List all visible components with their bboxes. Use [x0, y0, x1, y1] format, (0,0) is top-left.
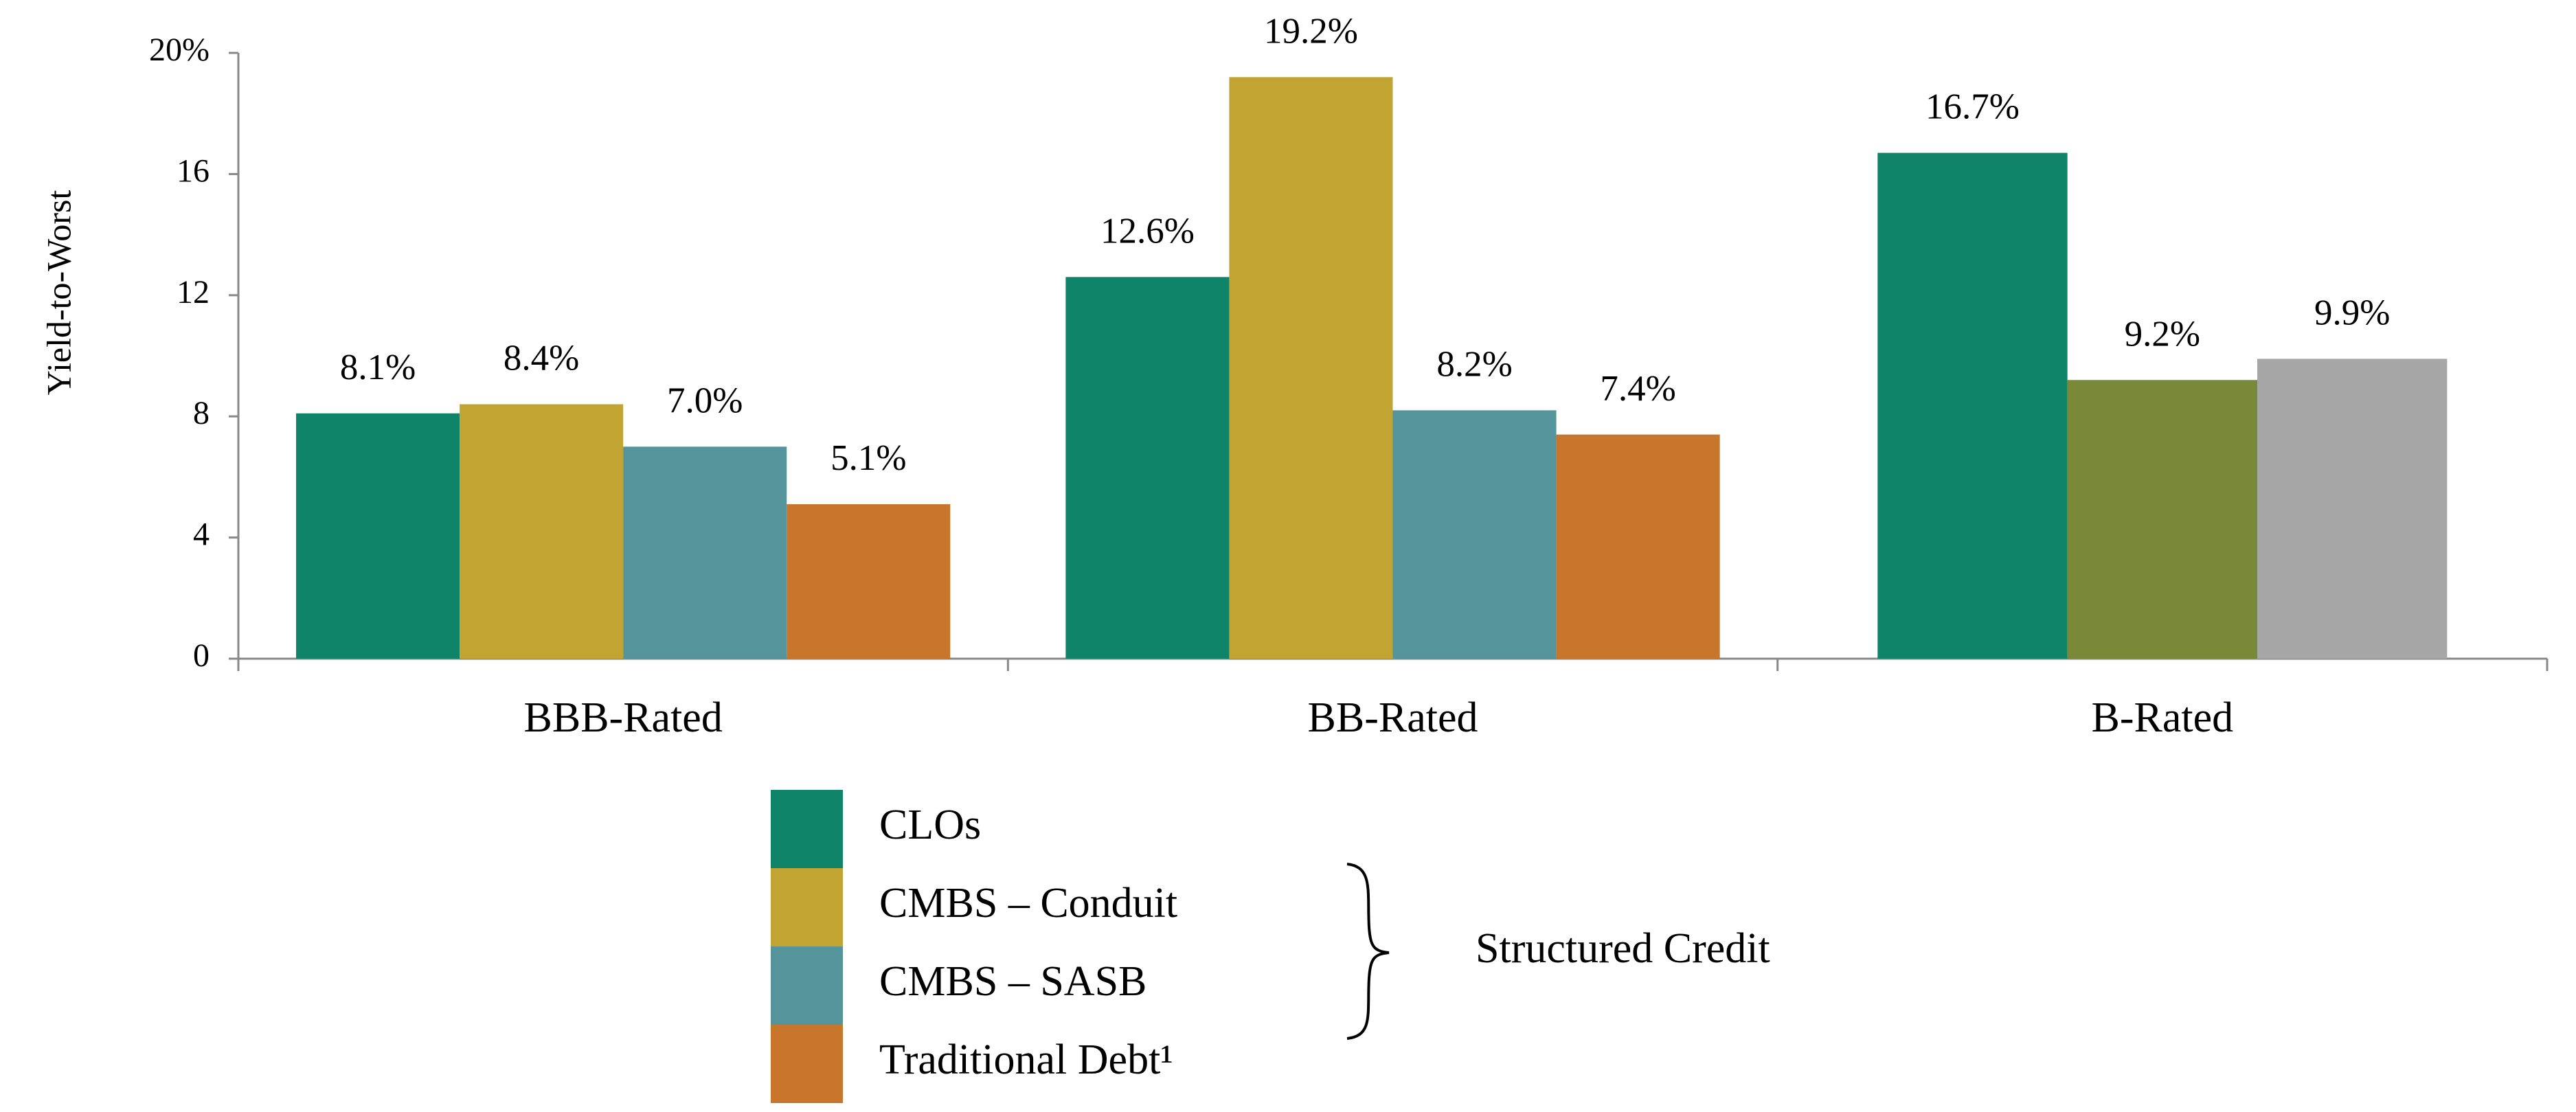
data-label: 8.4%: [504, 339, 579, 378]
y-tick-label: 4: [193, 517, 210, 553]
bar: [1229, 77, 1393, 659]
legend-label: CMBS – Conduit: [879, 880, 1177, 927]
data-label: 7.0%: [667, 381, 743, 420]
x-tick-label: BB-Rated: [1308, 694, 1478, 741]
data-label: 8.1%: [340, 348, 416, 387]
legend-swatch: [771, 868, 843, 946]
y-tick-label: 16: [177, 152, 210, 189]
legend-label: CMBS – SASB: [879, 958, 1146, 1005]
bar: [787, 504, 951, 659]
bar: [1556, 434, 1720, 659]
legend-swatch: [771, 946, 843, 1025]
bar: [1065, 277, 1230, 659]
data-label: 7.4%: [1600, 369, 1675, 409]
y-axis-label: Yield-to-Worst: [39, 190, 78, 396]
y-tick-label: 12: [177, 274, 210, 310]
legend-label: CLOs: [879, 802, 981, 848]
data-label: 12.6%: [1100, 211, 1195, 251]
data-label: 16.7%: [1925, 87, 2020, 127]
bar: [2067, 380, 2258, 659]
data-label: 9.2%: [2125, 314, 2200, 354]
y-tick-label: 20%: [149, 32, 210, 68]
legend-swatch: [771, 790, 843, 868]
bar: [460, 404, 624, 659]
x-tick-label: B-Rated: [2092, 694, 2234, 741]
data-label: 9.9%: [2314, 293, 2390, 333]
bar: [1877, 152, 2068, 659]
legend-swatch: [771, 1025, 843, 1103]
bar: [623, 446, 787, 659]
legend-group-label: Structured Credit: [1476, 925, 1770, 972]
legend-label: Traditional Debt¹: [879, 1036, 1173, 1083]
data-label: 5.1%: [831, 438, 906, 478]
y-tick-label: 0: [193, 637, 210, 674]
data-label: 8.2%: [1436, 345, 1512, 385]
data-label: 19.2%: [1264, 11, 1358, 51]
y-tick-label: 8: [193, 395, 210, 431]
bar: [296, 413, 460, 659]
bar: [1392, 410, 1557, 659]
legend-bracket: [1346, 863, 1390, 1040]
bar: [2257, 359, 2448, 659]
x-tick-label: BBB-Rated: [524, 694, 723, 741]
